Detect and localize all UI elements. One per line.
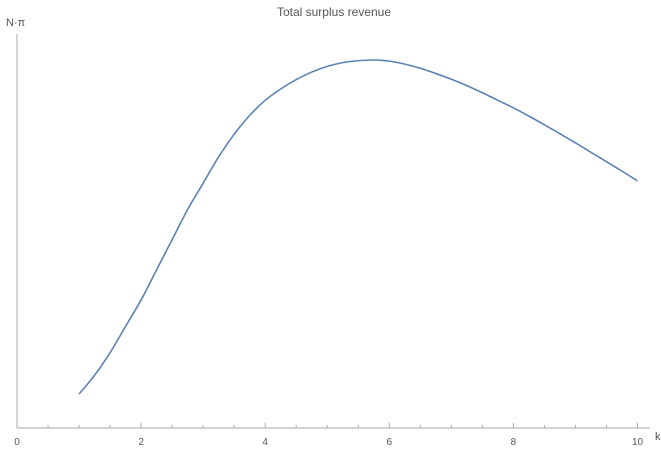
y-axis-label: N·π xyxy=(6,17,26,29)
x-axis-label: k xyxy=(655,431,661,443)
chart-title: Total surplus revenue xyxy=(277,5,391,19)
series-line xyxy=(78,59,638,395)
x-tick-label: 8 xyxy=(511,437,517,448)
x-tick-label: 2 xyxy=(138,437,144,448)
x-tick-label: 4 xyxy=(262,437,268,448)
x-axis-tick-labels: 0 2 4 6 8 10 xyxy=(14,437,643,448)
x-tick-label: 0 xyxy=(14,437,20,448)
x-tick-label: 6 xyxy=(387,437,393,448)
x-tick-label: 10 xyxy=(632,437,644,448)
x-axis-ticks xyxy=(16,423,638,428)
